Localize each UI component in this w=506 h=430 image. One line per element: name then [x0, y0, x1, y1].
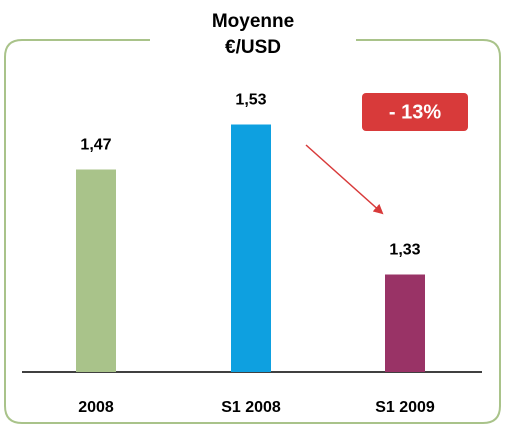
- x-tick-label: S1 2008: [221, 399, 281, 416]
- value-label: 1,47: [80, 137, 111, 154]
- x-tick-label: S1 2009: [375, 399, 435, 416]
- bar: [76, 169, 116, 372]
- annotation: - 13%: [389, 101, 441, 123]
- arrow: [305, 144, 384, 215]
- chart-title: €/USD: [225, 37, 281, 58]
- bar: [385, 274, 425, 372]
- annotation-box: [362, 93, 468, 131]
- frame: [4, 39, 501, 424]
- value-label: 1,33: [389, 242, 420, 259]
- bar: [231, 124, 271, 372]
- chart-title: Moyenne: [212, 11, 294, 32]
- value-label: 1,53: [235, 92, 266, 109]
- x-tick-label: 2008: [78, 399, 114, 416]
